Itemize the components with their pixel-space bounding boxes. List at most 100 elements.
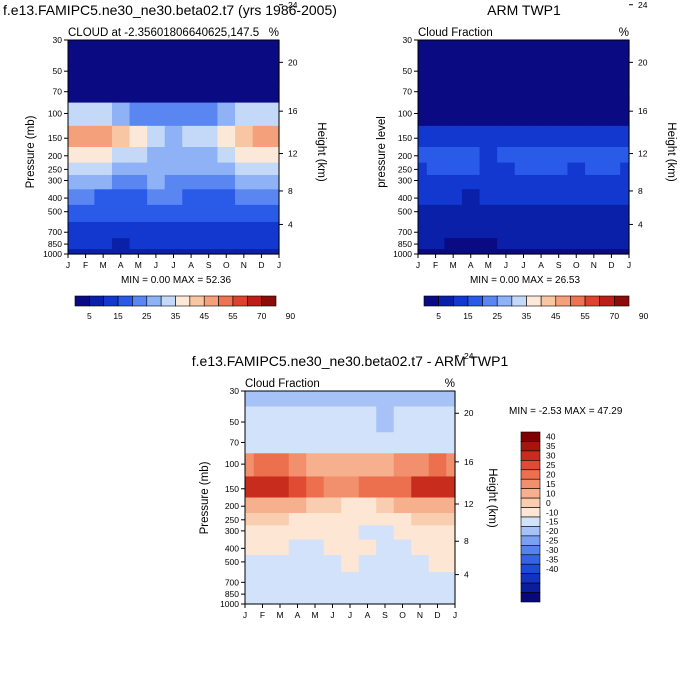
colorbar-swatch [520,582,541,593]
heatmap-cell [245,406,255,433]
heatmap-cell [567,238,586,250]
heatmap-cell [479,125,498,148]
heatmap-cell [68,221,78,239]
heatmap-cell [129,238,148,250]
heatmap-cell [76,238,95,250]
heatmap-cell [497,102,516,127]
colorbar-label: 90 [286,311,296,321]
heatmap-cell [253,497,272,514]
panel-diff-title: f.e13.FAMIPC5.ne30_ne30.beta02.t7 - ARM … [192,353,509,369]
month-tick-label: J [627,260,631,270]
colorbar-label: 15 [113,311,123,321]
panel-obs-variable-label: Cloud Fraction [418,27,493,39]
month-tick-label: J [66,260,70,270]
heatmap-cell [270,221,280,239]
pressure-tick-label: 500 [225,557,239,567]
heatmap-cell [271,432,290,454]
month-tick-label: N [591,260,597,270]
heatmap-cell [199,102,219,127]
month-tick-label: J [154,260,158,270]
heatmap-cell [235,125,254,148]
heatmap-cell [418,221,428,239]
heatmap-cell [252,40,271,57]
heatmap-cell [245,599,255,605]
panel-model-colorbar: 5 15 25 35 45 55 70 90 [74,295,296,321]
heatmap-cell [514,147,533,164]
heatmap-cell [428,391,447,408]
heatmap-cell [567,55,586,83]
pressure-tick-label: 30 [53,35,63,45]
heatmap-cell [341,391,360,408]
height-tick-label: 8 [464,536,469,546]
heatmap-cell [253,406,272,433]
colorbar-swatch [520,497,541,508]
heatmap-cell [217,40,236,57]
heatmap-cell [271,476,290,499]
heatmap-cell [444,40,463,57]
heatmap-cell [235,162,254,176]
heatmap-cell [532,238,551,250]
heatmap-cell [514,174,533,190]
heatmap-cell [358,453,377,478]
heatmap-cell [288,599,307,605]
pressure-tick-label: 700 [48,227,62,237]
heatmap-cell [444,55,463,83]
heatmap-cell [479,204,498,223]
colorbar-label: -20 [546,526,559,536]
heatmap-cell [376,497,395,514]
heatmap-cell [514,40,533,57]
pressure-tick-label: 70 [230,437,240,447]
heatmap-cell [288,391,307,408]
heatmap-cell [514,162,533,176]
heatmap-cell [549,147,569,164]
heatmap-cell [76,147,95,164]
heatmap-cell [358,513,377,526]
heatmap-cell [217,221,236,239]
heatmap-cell [111,204,131,223]
height-tick-label: 12 [288,149,298,159]
heatmap-cell [446,391,456,408]
heatmap-cell [252,102,271,127]
colorbar-swatch [520,460,541,471]
heatmap-cell [497,249,516,255]
heatmap-cell [288,453,307,478]
panel-model-variable-label: CLOUD at -2.35601806640625,147.5 [68,27,259,39]
heatmap-cell [376,406,395,433]
heatmap-cell [271,406,290,433]
heatmap-cell [129,189,148,206]
heatmap-cell [94,174,113,190]
heatmap-cell [164,204,183,223]
heatmap-cell [76,221,95,239]
heatmap-cell [288,497,307,514]
heatmap-cell [426,221,445,239]
heatmap-cell [620,174,630,190]
heatmap-cell [147,189,166,206]
heatmap-cell [446,555,456,573]
pressure-tick-label: 1000 [43,249,62,259]
heatmap-cell [567,81,586,104]
heatmap-cell [532,102,551,127]
pressure-tick-label: 100 [48,108,62,118]
heatmap-cell [252,249,271,255]
month-tick-label: D [258,260,264,270]
height-tick-label: 24 [464,351,474,361]
colorbar-swatch [232,295,248,307]
heatmap-cell [479,249,498,255]
heatmap-cell [270,204,280,223]
heatmap-cell [532,81,551,104]
colorbar-label: 40 [546,432,556,442]
heatmap-cell [252,221,271,239]
colorbar-label: -30 [546,545,559,555]
heatmap-cell [270,174,280,190]
heatmap-cell [271,513,290,526]
heatmap-cell [428,513,447,526]
colorbar-swatch [189,295,205,307]
heatmap-cell [497,221,516,239]
colorbar-swatch [520,563,541,574]
heatmap-cell [94,55,113,83]
heatmap-cell [68,55,78,83]
heatmap-cell [376,476,395,499]
